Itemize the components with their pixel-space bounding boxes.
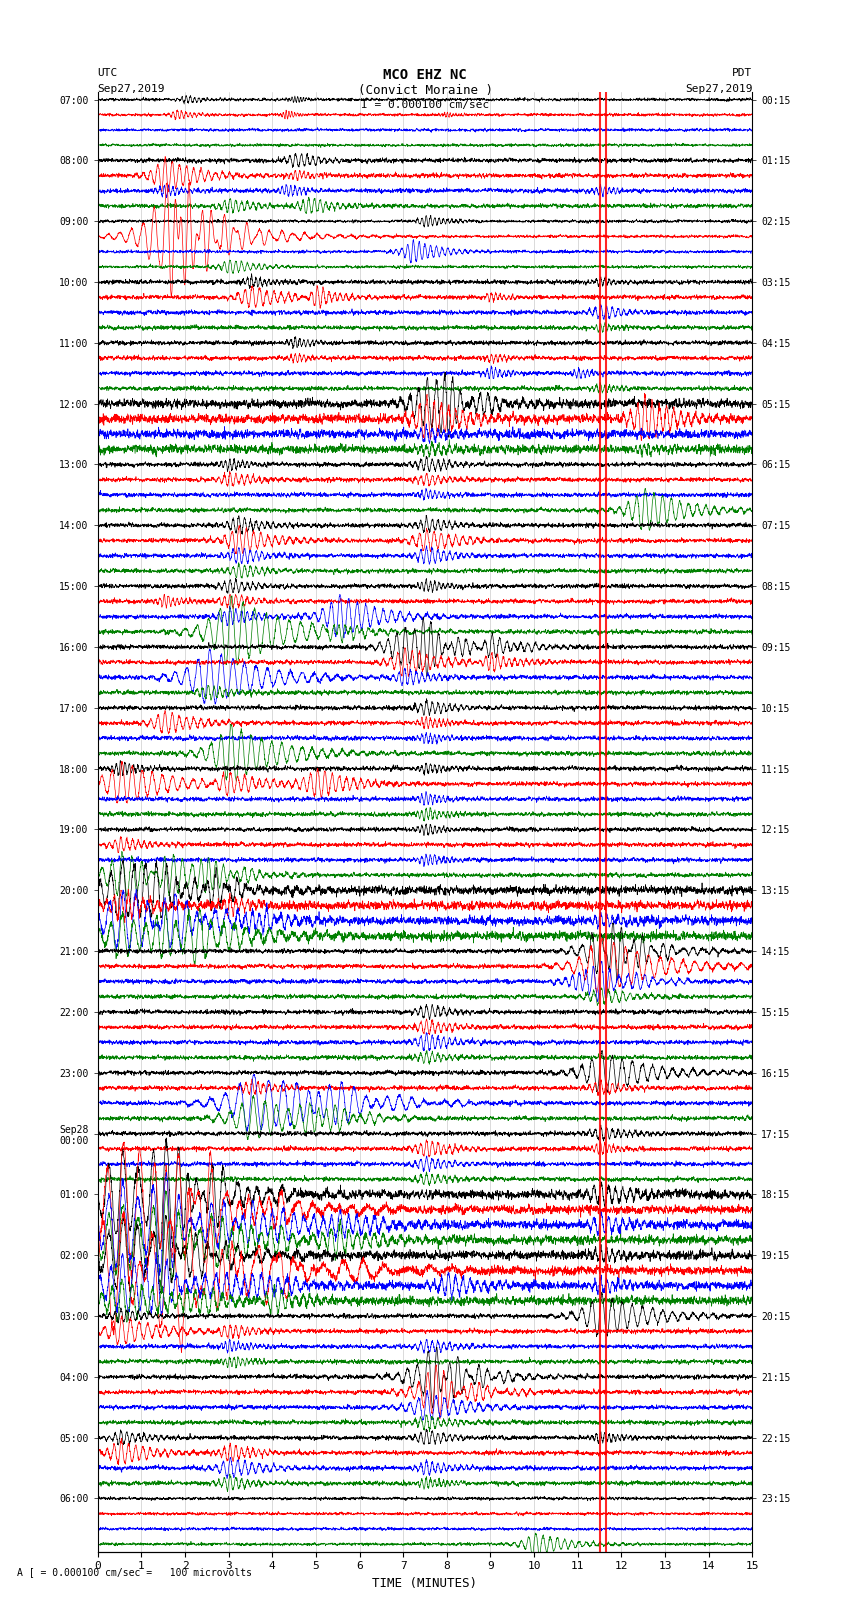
Text: Sep27,2019: Sep27,2019 (685, 84, 752, 94)
Text: (Convict Moraine ): (Convict Moraine ) (358, 84, 492, 97)
X-axis label: TIME (MINUTES): TIME (MINUTES) (372, 1578, 478, 1590)
Text: A [ = 0.000100 cm/sec =   100 microvolts: A [ = 0.000100 cm/sec = 100 microvolts (17, 1568, 252, 1578)
Text: PDT: PDT (732, 68, 752, 77)
Text: I = 0.000100 cm/sec: I = 0.000100 cm/sec (361, 100, 489, 110)
Text: MCO EHZ NC: MCO EHZ NC (383, 68, 467, 82)
Text: Sep27,2019: Sep27,2019 (98, 84, 165, 94)
Text: UTC: UTC (98, 68, 118, 77)
